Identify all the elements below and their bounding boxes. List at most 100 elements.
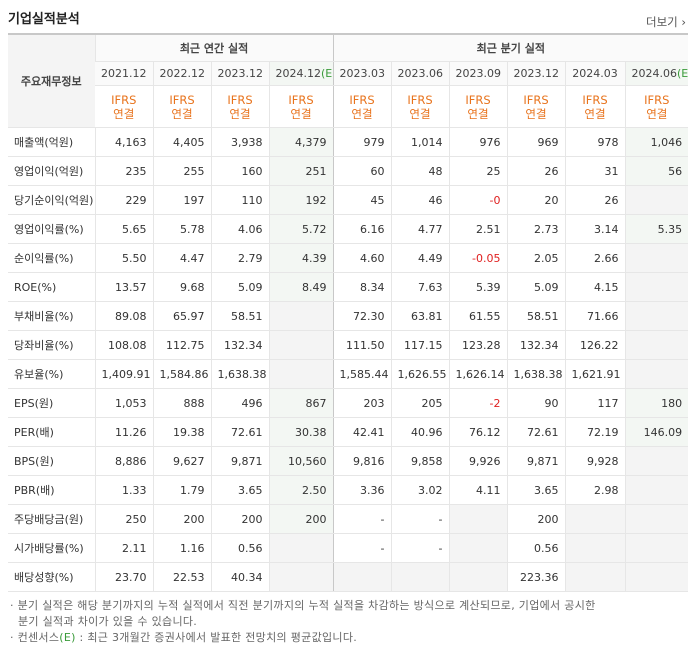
basis-standard: IFRS [169,92,195,107]
data-cell: 1,585.44 [332,359,392,389]
data-cell: 30.38 [268,417,334,447]
data-cell: 3,938 [210,127,269,157]
data-cell: 72.19 [564,417,626,447]
row-label: 시가배당률(%) [8,533,95,563]
data-cell: - [332,533,392,563]
empty-cell [390,562,450,592]
data-cell: 5.09 [210,272,269,302]
period-header: 2023.03 [332,61,392,86]
basis-scope: 연결 [171,106,193,121]
data-cell: 63.81 [390,301,450,331]
empty-cell [564,562,626,592]
data-cell: 1,638.38 [506,359,566,389]
data-cell: 0.56 [506,533,566,563]
basis-header: IFRS 연결 [332,85,392,128]
data-cell: 979 [332,127,392,157]
row-label: 매출액(억원) [8,127,95,157]
data-cell: 46 [390,185,450,215]
data-cell: 2.51 [448,214,508,244]
group-header: 최근 연간 실적 [94,33,334,62]
data-cell: 4.77 [390,214,450,244]
data-cell: 5.72 [268,214,334,244]
data-row: 매출액(억원) 4,163 4,405 3,938 4,379 979 1,014 976 96… [8,127,689,157]
data-row: EPS(원) 1,053 888 496 867 203 205 -2 90 117 180 [8,388,689,418]
basis-header: IFRS 연결 [152,85,211,128]
data-cell: 888 [152,388,211,418]
more-link[interactable]: 더보기 [646,14,686,30]
data-cell: 4.15 [564,272,626,302]
data-cell: 1,626.14 [448,359,508,389]
data-cell: 4,163 [94,127,153,157]
data-cell: 5.78 [152,214,211,244]
data-cell: 13.57 [94,272,153,302]
data-row: 주당배당금(원) 250 200 200 200- -200 [8,504,689,534]
data-cell: 10,560 [268,446,334,476]
data-cell: 9.68 [152,272,211,302]
data-cell: 2.66 [564,243,626,273]
row-label: PER(배) [8,417,95,447]
data-cell: 203 [332,388,392,418]
basis-standard: IFRS [582,92,608,107]
data-cell: 4,405 [152,127,211,157]
data-row: 순이익률(%) 5.50 4.47 2.79 4.39 4.60 4.49 -0.05 2.05… [8,243,689,273]
data-cell: 5.09 [506,272,566,302]
data-row: 유보율(%) 1,409.91 1,584.86 1,638.38 1,585.44 1,… [8,359,689,389]
basis-standard: IFRS [644,92,670,107]
data-cell: 117.15 [390,330,450,360]
corner-header: 주요재무정보 [8,33,95,128]
data-cell: 22.53 [152,562,211,592]
data-cell: 867 [268,388,334,418]
empty-cell [624,330,689,360]
data-cell: 200 [210,504,269,534]
data-cell: 48 [390,156,450,186]
data-cell: 1,584.86 [152,359,211,389]
basis-header: IFRS 연결 [210,85,269,128]
data-cell: 7.63 [390,272,450,302]
data-cell: 4.49 [390,243,450,273]
basis-scope: 연결 [525,106,547,121]
data-cell: 72.61 [506,417,566,447]
data-cell: 5.50 [94,243,153,273]
empty-cell [624,301,689,331]
data-cell: 251 [268,156,334,186]
data-cell: 1.79 [152,475,211,505]
data-cell: 9,871 [210,446,269,476]
data-cell: 3.65 [506,475,566,505]
basis-scope: 연결 [467,106,489,121]
empty-cell [564,504,626,534]
period-header: 2023.12 [210,61,269,86]
data-cell: 197 [152,185,211,215]
data-row: PER(배) 11.26 19.38 72.61 30.38 42.41 40.96 76.1… [8,417,689,447]
data-cell: 8,886 [94,446,153,476]
period-date: 2023.12 [217,67,264,80]
data-cell: 89.08 [94,301,153,331]
period-header: 2024.06(E) [624,61,689,86]
data-row: ROE(%) 13.57 9.68 5.09 8.49 8.34 7.63 5.39 5.09 4… [8,272,689,302]
data-cell: 45 [332,185,392,215]
data-row: 영업이익률(%) 5.65 5.78 4.06 5.72 6.16 4.77 2.51 2.73… [8,214,689,244]
data-cell: 1,621.91 [564,359,626,389]
data-cell: 40.96 [390,417,450,447]
basis-standard: IFRS [407,92,433,107]
data-row: 배당성향(%) 23.70 22.53 40.34 223.36 [8,562,689,592]
data-cell: 969 [506,127,566,157]
data-cell: 1,014 [390,127,450,157]
row-label: EPS(원) [8,388,95,418]
data-cell: 25 [448,156,508,186]
empty-cell [624,359,689,389]
empty-cell [268,359,334,389]
empty-cell [624,475,689,505]
row-label: 영업이익(억원) [8,156,95,186]
row-label: 순이익률(%) [8,243,95,273]
estimate-mark: (E) [321,67,333,80]
period-date: 2023.06 [397,67,444,80]
basis-scope: 연결 [113,106,135,121]
data-cell: 1,053 [94,388,153,418]
data-cell: 2.11 [94,533,153,563]
data-cell: 112.75 [152,330,211,360]
data-cell: 2.50 [268,475,334,505]
empty-cell [268,562,334,592]
data-cell: 8.34 [332,272,392,302]
empty-cell [624,504,689,534]
data-row: PBR(배) 1.33 1.79 3.65 2.50 3.36 3.02 4.11 3.65 2.… [8,475,689,505]
